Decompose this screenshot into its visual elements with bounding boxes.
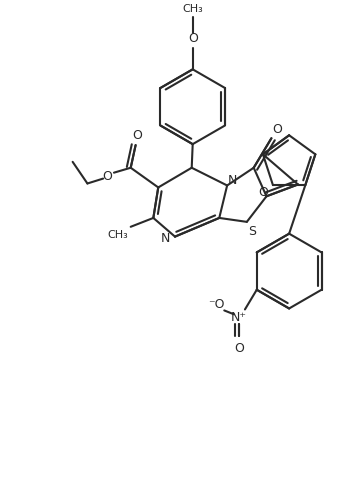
Text: O: O: [133, 129, 143, 142]
Text: O: O: [102, 170, 112, 183]
Text: N: N: [227, 174, 237, 187]
Text: O: O: [234, 342, 244, 355]
Text: N: N: [160, 232, 170, 245]
Text: CH₃: CH₃: [108, 229, 128, 240]
Text: O: O: [258, 186, 268, 199]
Text: ⁻O: ⁻O: [208, 298, 225, 311]
Text: CH₃: CH₃: [182, 4, 203, 14]
Text: O: O: [272, 123, 282, 136]
Text: S: S: [248, 225, 256, 238]
Text: N⁺: N⁺: [231, 311, 247, 324]
Text: O: O: [188, 33, 198, 46]
